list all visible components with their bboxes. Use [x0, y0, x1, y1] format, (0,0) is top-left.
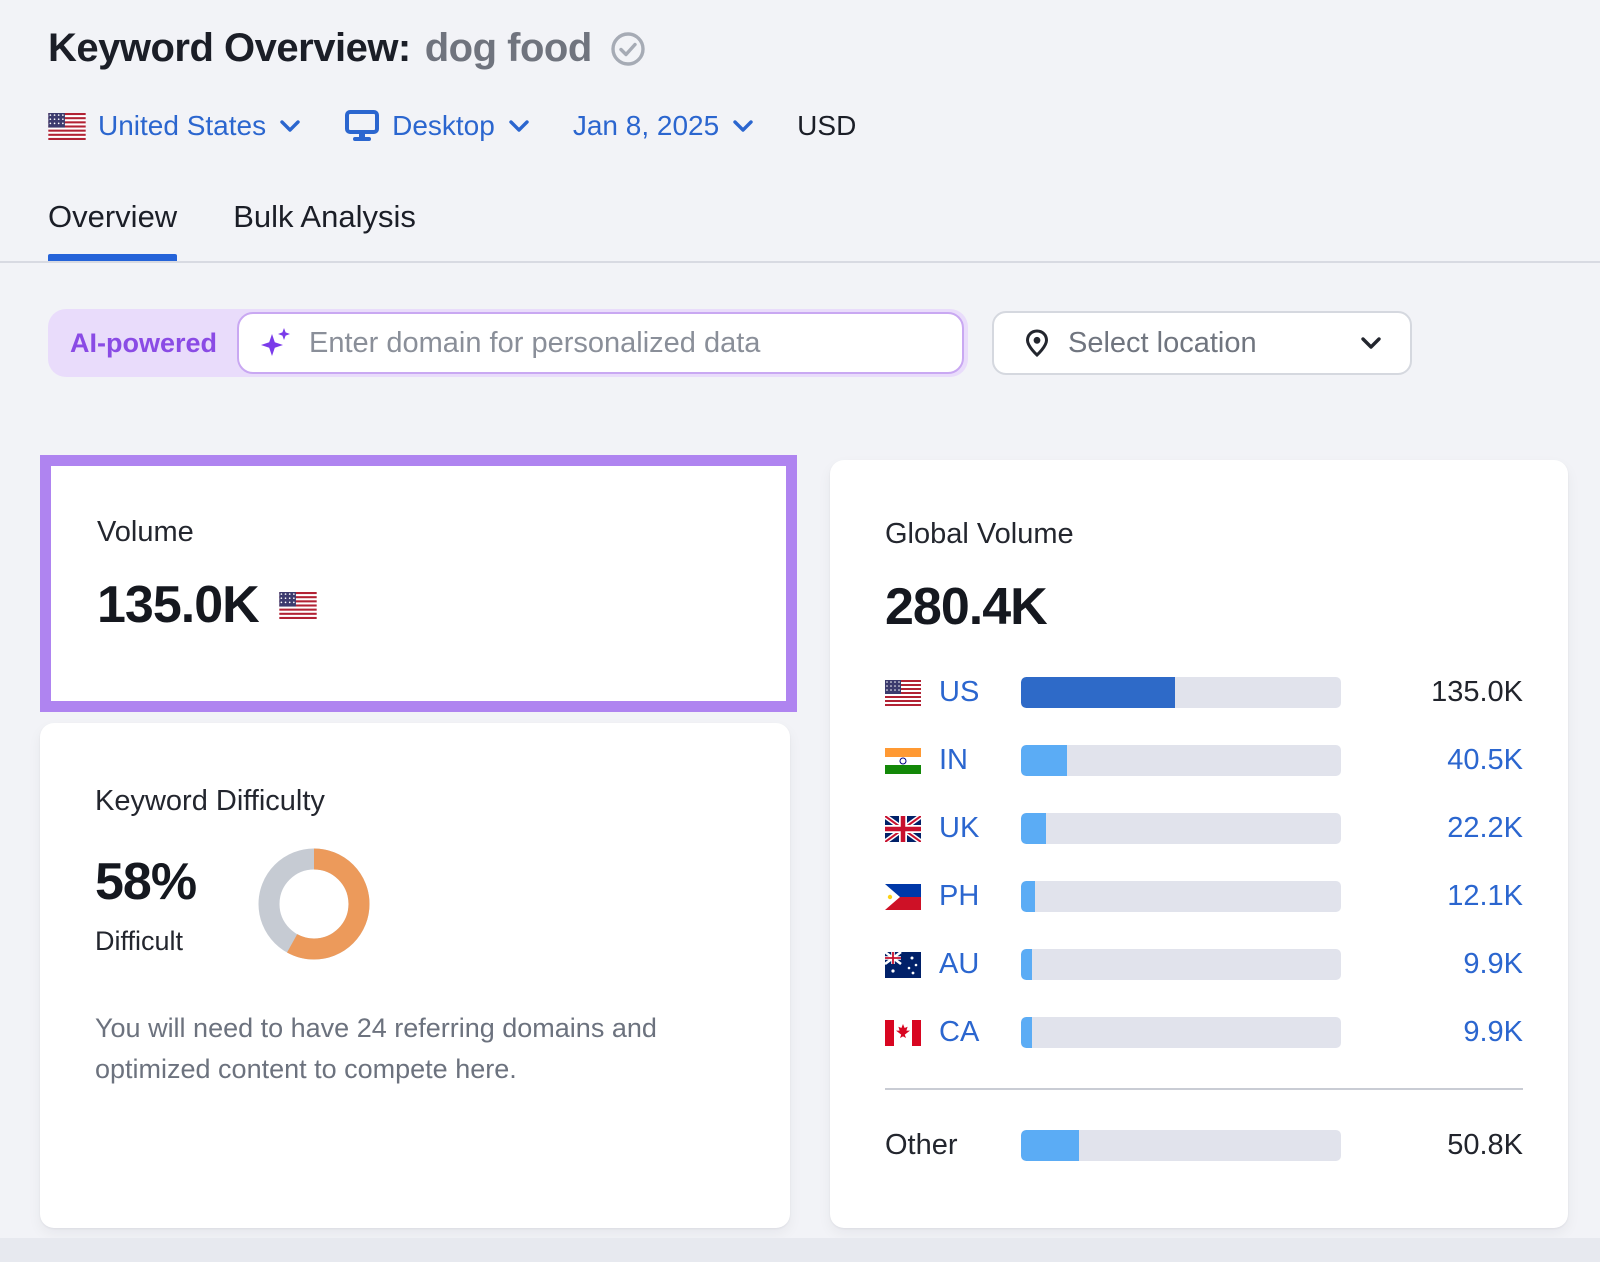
domain-input-wrap [237, 312, 964, 374]
footer-strip [0, 1238, 1600, 1262]
location-pin-icon [1025, 329, 1049, 358]
tabs-divider [0, 261, 1600, 263]
country-flag-icon [885, 679, 921, 706]
volume-bar [1021, 949, 1341, 980]
tab-overview[interactable]: Overview [48, 199, 178, 261]
difficulty-description: You will need to have 24 referring domai… [95, 1013, 657, 1084]
volume-bar [1021, 1130, 1341, 1161]
currency-label: USD [797, 110, 857, 141]
country-flag-icon [885, 747, 921, 774]
country-code-link[interactable]: US [939, 676, 980, 708]
difficulty-level: Difficult [95, 925, 184, 956]
keyword-text: dog food [424, 26, 593, 70]
country-volume-row: AU 9.9K [885, 948, 1523, 980]
device-dropdown[interactable]: Desktop [344, 109, 529, 143]
chevron-down-icon [280, 120, 300, 132]
country-code-link[interactable]: CA [939, 1016, 980, 1048]
chevron-down-icon [1361, 337, 1381, 349]
country-dropdown-label: United States [98, 110, 267, 141]
country-flag-icon [885, 883, 921, 910]
date-dropdown-label: Jan 8, 2025 [572, 110, 720, 141]
country-code-link[interactable]: UK [939, 812, 980, 844]
country-volume-row: US 135.0K [885, 676, 1523, 708]
keyword-difficulty-label: Keyword Difficulty [95, 785, 325, 817]
volume-card-highlighted: Volume 135.0K [40, 455, 797, 712]
other-volume-row: Other 50.8K [885, 1129, 1523, 1161]
keyword-difficulty-card: Keyword Difficulty 58% Difficult You wil… [40, 723, 790, 1228]
page-header: Keyword Overview: dog food United States… [0, 0, 1600, 143]
country-volume-value: 135.0K [1431, 676, 1523, 708]
country-volume-value[interactable]: 22.2K [1447, 812, 1523, 844]
country-flag-icon [885, 815, 921, 842]
ai-sparkle-icon [261, 328, 291, 356]
country-volume-row: UK 22.2K [885, 812, 1523, 844]
difficulty-donut-chart [258, 848, 370, 960]
country-flag-icon [885, 951, 921, 978]
country-volume-value[interactable]: 9.9K [1463, 1016, 1523, 1048]
device-dropdown-label: Desktop [392, 110, 495, 141]
desktop-icon [345, 110, 380, 141]
volume-bar [1021, 813, 1341, 844]
country-code-link[interactable]: AU [939, 948, 980, 980]
country-volume-value[interactable]: 9.9K [1463, 948, 1523, 980]
ai-powered-badge: AI-powered [70, 327, 218, 358]
date-dropdown[interactable]: Jan 8, 2025 [573, 110, 753, 142]
chevron-down-icon [733, 120, 753, 132]
filters-row: United States Desktop Jan 8, 2025 USD [48, 109, 1552, 143]
ai-powered-pill: AI-powered [48, 309, 968, 377]
other-volume-value: 50.8K [1447, 1129, 1523, 1161]
global-volume-total: 280.4K [885, 578, 1048, 636]
country-volume-list: US 135.0K IN 40.5K UK 22.2K PH 12.1K AU … [885, 676, 1523, 1161]
global-volume-card: Global Volume 280.4K US 135.0K IN 40.5K … [830, 460, 1568, 1228]
us-flag-icon [48, 112, 86, 140]
volume-value: 135.0K [97, 576, 260, 634]
country-dropdown[interactable]: United States [48, 110, 300, 142]
volume-bar [1021, 677, 1341, 708]
country-volume-row: IN 40.5K [885, 744, 1523, 776]
chevron-down-icon [509, 120, 529, 132]
other-divider [885, 1088, 1523, 1090]
country-volume-value[interactable]: 12.1K [1447, 880, 1523, 912]
us-flag-icon [278, 591, 317, 619]
select-location-label: Select location [1068, 326, 1257, 359]
country-volume-row: CA 9.9K [885, 1016, 1523, 1048]
country-code-link[interactable]: IN [939, 744, 968, 776]
tabs: Overview Bulk Analysis [0, 199, 1600, 261]
domain-input[interactable] [309, 326, 942, 360]
volume-bar [1021, 745, 1341, 776]
country-code-link[interactable]: PH [939, 880, 980, 912]
difficulty-percent: 58% [95, 852, 197, 911]
country-volume-value[interactable]: 40.5K [1447, 744, 1523, 776]
page-title: Keyword Overview: [48, 26, 411, 70]
other-label: Other [885, 1129, 958, 1161]
tab-bulk-analysis[interactable]: Bulk Analysis [233, 199, 416, 234]
global-volume-label: Global Volume [885, 518, 1074, 550]
country-volume-row: PH 12.1K [885, 880, 1523, 912]
title-row: Keyword Overview: dog food [48, 26, 1552, 71]
volume-bar [1021, 881, 1341, 912]
select-location-button[interactable]: Select location [992, 311, 1412, 375]
country-flag-icon [885, 1019, 921, 1046]
search-row: AI-powered Select location [0, 309, 1600, 377]
verified-check-icon[interactable] [610, 31, 646, 67]
volume-label: Volume [97, 516, 194, 548]
volume-bar [1021, 1017, 1341, 1048]
